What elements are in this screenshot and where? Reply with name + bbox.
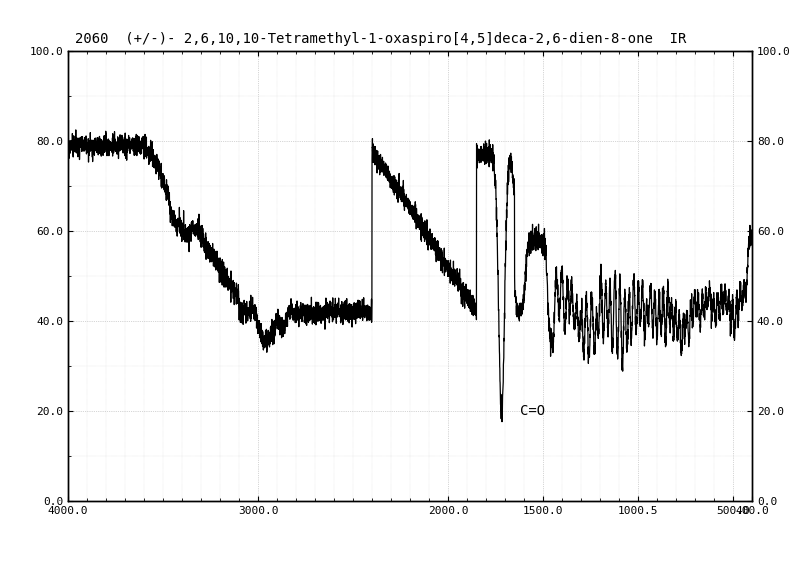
Text: C=O: C=O: [520, 405, 546, 418]
Text: 2060  (+/-)- 2,6,10,10-Tetramethyl-1-oxaspiro[4,5]deca-2,6-dien-8-one  IR: 2060 (+/-)- 2,6,10,10-Tetramethyl-1-oxas…: [75, 32, 686, 46]
